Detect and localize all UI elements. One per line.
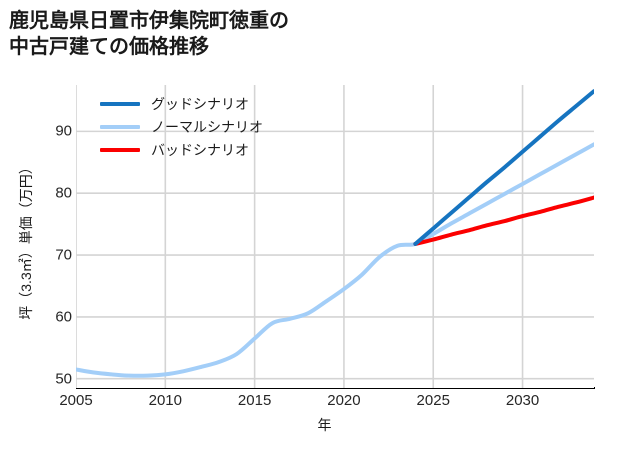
series-line-bad (413, 195, 594, 246)
plot-area (76, 85, 594, 388)
chart-title: 鹿児島県日置市伊集院町徳重の 中古戸建ての価格推移 (9, 10, 289, 59)
legend-color-swatch (100, 124, 140, 129)
chart-legend: グッドシナリオ ノーマルシナリオ バッドシナリオ (100, 92, 330, 161)
x-tick-label: 2015 (237, 392, 272, 409)
series-line-good (413, 89, 594, 246)
legend-item-label: ノーマルシナリオ (151, 118, 263, 135)
legend-item-label: グッドシナリオ (151, 95, 249, 112)
plot-svg (76, 85, 594, 388)
series-line-normal (76, 142, 594, 378)
x-axis-spine (76, 387, 595, 389)
x-axis-label-text: 年 (317, 417, 332, 433)
y-tick-label: 90 (55, 122, 72, 140)
x-tick-label: 2030 (505, 392, 540, 409)
legend-item-bad[interactable]: バッドシナリオ (100, 138, 330, 161)
y-tick-label: 60 (55, 308, 72, 326)
series-lines (76, 89, 594, 378)
y-tick-label: 70 (55, 246, 72, 264)
x-tick-label: 2020 (327, 392, 361, 409)
x-tick-label: 2025 (416, 392, 450, 409)
legend-color-swatch (100, 147, 140, 152)
y-axis-label: 坪（3.3㎡）単価（万円） (18, 160, 34, 320)
y-axis-tick-labels: 50 60 70 80 90 (0, 0, 72, 465)
legend-item-good[interactable]: グッドシナリオ (100, 92, 330, 115)
x-tick-label: 2005 (59, 392, 93, 409)
x-tick-label: 2010 (148, 392, 182, 409)
legend-item-label: バッドシナリオ (151, 141, 249, 158)
legend-item-normal[interactable]: ノーマルシナリオ (100, 115, 330, 138)
y-tick-label: 50 (55, 370, 72, 388)
y-tick-label: 80 (55, 184, 72, 202)
x-axis-label: 年 (0, 415, 621, 435)
legend-color-swatch (100, 101, 140, 106)
